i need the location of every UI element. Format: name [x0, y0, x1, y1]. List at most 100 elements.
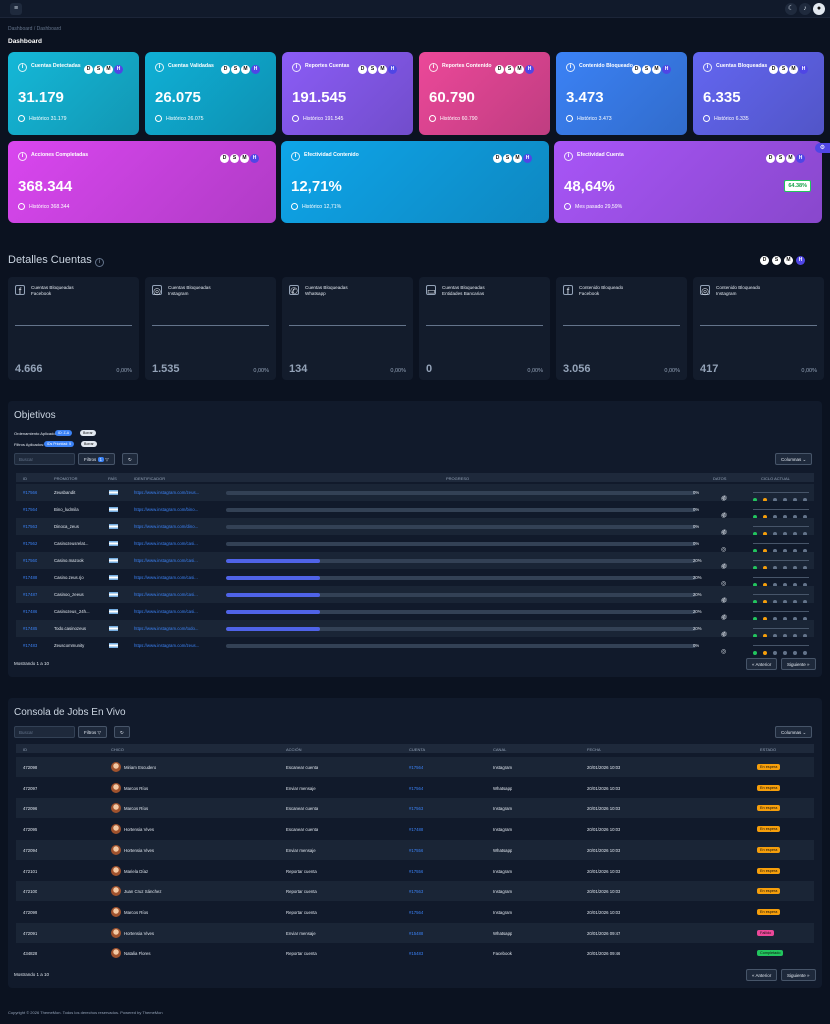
period-pill-s[interactable]: S	[503, 154, 512, 163]
whatsapp-icon[interactable]: ✆	[722, 530, 728, 536]
table-row[interactable]: #17488 Casino.zeus.rjo https://www.instagr…	[16, 569, 814, 587]
table-row[interactable]: 472097 Marcos Ríos Enviar mensaje #17564 Wha…	[16, 777, 814, 798]
table-row[interactable]: 472100 Juan Cruz Sánchez Reportar cuenta #1…	[16, 881, 814, 902]
cuenta-link[interactable]: #15488	[409, 930, 424, 936]
borrar-orden-button[interactable]: Borrar	[80, 430, 96, 436]
period-pill-h[interactable]: H	[523, 154, 532, 163]
col-header[interactable]: CHICO	[111, 747, 124, 752]
instagram-icon[interactable]: ◎	[721, 632, 727, 638]
whatsapp-icon[interactable]: ✆	[722, 513, 728, 519]
period-pill-s[interactable]: S	[772, 256, 781, 265]
period-pill-h[interactable]: H	[388, 65, 397, 74]
col-header[interactable]: ID	[23, 476, 27, 481]
cuenta-link[interactable]: #17488	[409, 827, 424, 833]
period-pill-d[interactable]: D	[766, 154, 775, 163]
instagram-icon[interactable]: ◎	[721, 581, 727, 587]
whatsapp-icon[interactable]: ✆	[722, 632, 728, 638]
identificador-link[interactable]: https://www.instagram.com/casi...	[134, 558, 198, 563]
table-row[interactable]: 472091 Hortensia Vives Enviar mensaje #1548…	[16, 922, 814, 943]
next-button[interactable]: Siguiente »	[781, 658, 816, 670]
instagram-icon[interactable]: ◎	[721, 513, 727, 519]
identificador-link[interactable]: https://www.instagram.com/bino...	[134, 507, 199, 512]
period-pill-m[interactable]: M	[104, 65, 113, 74]
period-pill-h[interactable]: H	[799, 65, 808, 74]
table-row[interactable]: #17483 Zeuscommunity https://www.instagram…	[16, 637, 814, 655]
period-pill-d[interactable]: D	[493, 154, 502, 163]
whatsapp-icon[interactable]: ✆	[722, 564, 728, 570]
period-pill-d[interactable]: D	[632, 65, 641, 74]
table-row[interactable]: #17485 Todo.casinozeus https://www.instagr…	[16, 620, 814, 638]
period-pill-d[interactable]: D	[220, 154, 229, 163]
cuenta-link[interactable]: #15483	[409, 951, 424, 957]
period-pill-d[interactable]: D	[84, 65, 93, 74]
period-pill-m[interactable]: M	[789, 65, 798, 74]
period-pill-d[interactable]: D	[358, 65, 367, 74]
period-pill-d[interactable]: D	[495, 65, 504, 74]
period-pill-s[interactable]: S	[231, 65, 240, 74]
col-header[interactable]: ESTADO	[760, 747, 777, 752]
period-pill-h[interactable]: H	[250, 154, 259, 163]
user-avatar-icon[interactable]: ●	[813, 3, 825, 15]
instagram-icon[interactable]: ◎	[721, 649, 727, 655]
menu-icon[interactable]: ≡	[10, 3, 22, 15]
identificador-link[interactable]: https://www.instagram.com/casi...	[134, 592, 198, 597]
table-row[interactable]: 472095 Hortensia Vives Escanear cuenta #174…	[16, 819, 814, 840]
filtros-button[interactable]: Filtros ▽	[78, 726, 107, 738]
table-row[interactable]: 472101 Mariela Díaz Reportar cuenta #17556 I…	[16, 860, 814, 881]
identificador-link[interactable]: https://www.instagram.com/casi...	[134, 609, 198, 614]
prev-button[interactable]: « Anterior	[746, 658, 778, 670]
table-row[interactable]: 434828 Natalia Flores Reportar cuenta #1548…	[16, 943, 814, 964]
cuenta-link[interactable]: #17556	[409, 847, 424, 853]
row-id-link[interactable]: #17483	[23, 643, 38, 648]
period-pill-m[interactable]: M	[786, 154, 795, 163]
col-header[interactable]: PROGRESO	[446, 476, 470, 481]
period-pill-d[interactable]: D	[221, 65, 230, 74]
period-pill-s[interactable]: S	[505, 65, 514, 74]
period-pill-m[interactable]: M	[241, 65, 250, 74]
instagram-icon[interactable]: ◎	[721, 615, 727, 621]
col-header[interactable]: CICLO ACTUAL	[761, 476, 790, 481]
period-pill-s[interactable]: S	[230, 154, 239, 163]
ordenamiento-chip[interactable]: ID: Z-A	[55, 430, 73, 436]
period-pill-m[interactable]: M	[513, 154, 522, 163]
col-header[interactable]: PAÍS	[108, 476, 117, 481]
table-row[interactable]: #17487 Casinoo_zeeus https://www.instagram…	[16, 586, 814, 604]
col-header[interactable]: PROMOTOR	[54, 476, 78, 481]
moon-icon[interactable]: ☾	[785, 3, 797, 15]
table-row[interactable]: #17562 Casinozeusrelat... https://www.inst…	[16, 535, 814, 553]
period-pill-s[interactable]: S	[368, 65, 377, 74]
columnas-button[interactable]: Columnas ⌄	[775, 453, 813, 465]
col-header[interactable]: IDENTIFICADOR	[134, 476, 166, 481]
table-row[interactable]: #17563 Dinoca_zeus https://www.instagram.c…	[16, 518, 814, 536]
period-pill-h[interactable]: H	[114, 65, 123, 74]
row-id-link[interactable]: #17560	[23, 558, 38, 563]
table-row[interactable]: #17564 Bino_ludmila https://www.instagram.…	[16, 501, 814, 519]
period-pill-m[interactable]: M	[378, 65, 387, 74]
row-id-link[interactable]: #17563	[23, 524, 38, 529]
whatsapp-icon[interactable]: ✆	[722, 496, 728, 502]
period-pill-s[interactable]: S	[642, 65, 651, 74]
cuenta-link[interactable]: #17556	[409, 868, 424, 874]
identificador-link[interactable]: https://www.instagram.com/zeus...	[134, 643, 200, 648]
period-pill-h[interactable]: H	[251, 65, 260, 74]
table-row[interactable]: 472098 Miriam Escudero Escanear cuenta #175…	[16, 757, 814, 777]
search-input[interactable]: Buscar	[14, 726, 75, 738]
row-id-link[interactable]: #17488	[23, 575, 38, 580]
table-row[interactable]: #17566 Zeusbandit https://www.instagram.co…	[16, 484, 814, 502]
borrar-filtros-button[interactable]: Borrar	[81, 441, 97, 447]
row-id-link[interactable]: #17486	[23, 609, 38, 614]
table-row[interactable]: #17486 Casinozeus_24h... https://www.insta…	[16, 603, 814, 621]
cuenta-link[interactable]: #17564	[409, 785, 424, 791]
columnas-button[interactable]: Columnas ⌄	[775, 726, 813, 738]
period-pill-h[interactable]: H	[796, 256, 805, 265]
table-row[interactable]: #17560 Casino.mazook https://www.instagram…	[16, 552, 814, 570]
refresh-button[interactable]: ↻	[122, 453, 138, 465]
col-header[interactable]: DATOS	[713, 476, 727, 481]
whatsapp-icon[interactable]: ✆	[722, 615, 728, 621]
identificador-link[interactable]: https://www.instagram.com/dino...	[134, 524, 199, 529]
period-pill-d[interactable]: D	[769, 65, 778, 74]
period-pill-s[interactable]: S	[94, 65, 103, 74]
next-button[interactable]: Siguiente »	[781, 969, 816, 981]
row-id-link[interactable]: #17564	[23, 507, 38, 512]
identificador-link[interactable]: https://www.instagram.com/casi...	[134, 575, 198, 580]
